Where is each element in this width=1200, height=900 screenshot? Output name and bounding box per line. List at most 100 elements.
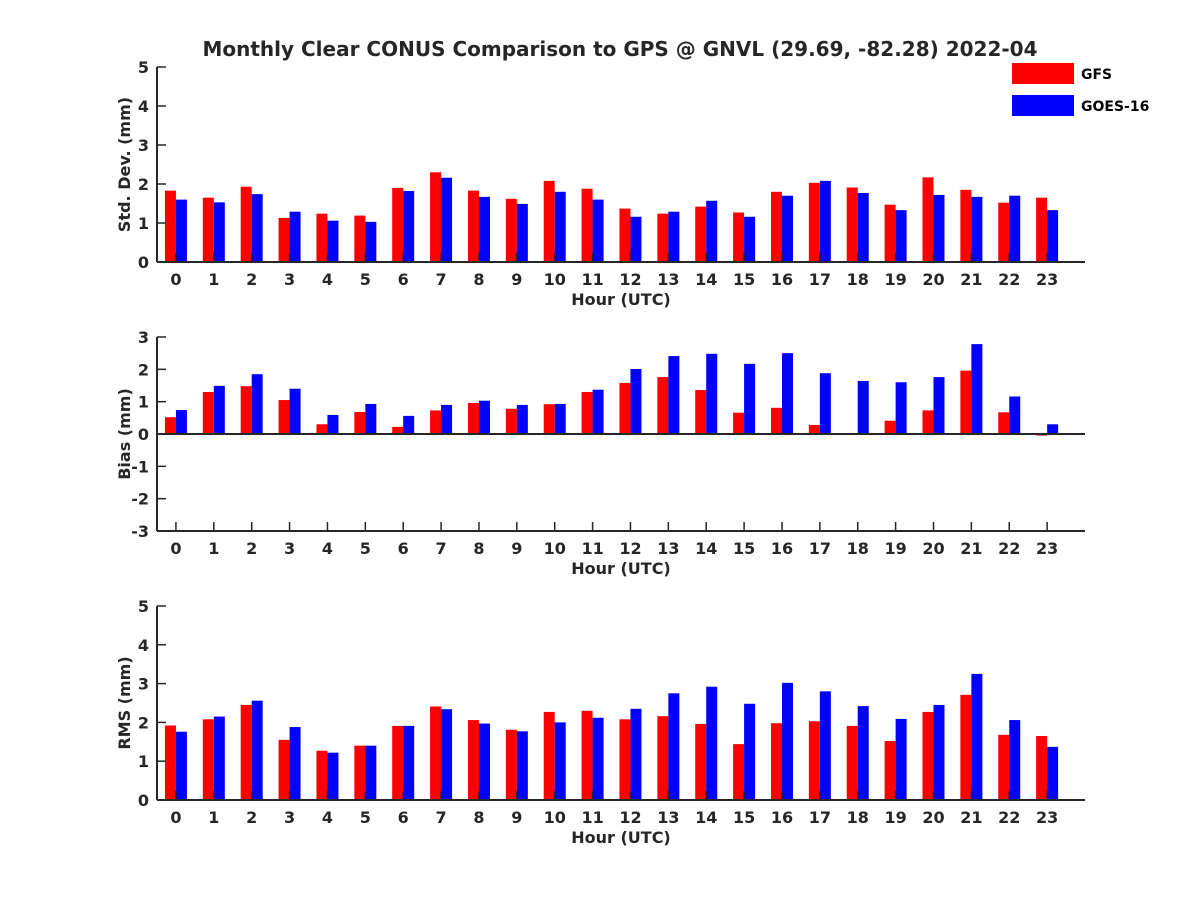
std-dev-x-tick-label: 1 xyxy=(208,270,219,289)
rms-x-tick-label: 13 xyxy=(657,808,679,827)
bias-y-tick-label: 1 xyxy=(138,393,149,412)
std-dev-bar-gfs-2 xyxy=(240,186,252,262)
bias-x-tick-label: 6 xyxy=(398,539,409,558)
bias-bar-goes16-1 xyxy=(213,385,225,434)
rms-y-tick-label: 0 xyxy=(138,791,149,810)
bias-y-tick-label: 2 xyxy=(138,360,149,379)
bias-bar-goes16-22 xyxy=(1009,396,1021,434)
std-dev-x-tick-label: 6 xyxy=(398,270,409,289)
std-dev-x-tick-label: 5 xyxy=(360,270,371,289)
rms-bar-gfs-14 xyxy=(695,723,707,800)
legend-label-gfs: GFS xyxy=(1081,67,1112,83)
std-dev-y-tick-label: 0 xyxy=(138,253,149,272)
bias-x-tick-label: 10 xyxy=(544,539,566,558)
std-dev-y-tick-label: 3 xyxy=(138,136,149,155)
rms-x-tick-label: 9 xyxy=(511,808,522,827)
rms-bar-goes16-23 xyxy=(1047,746,1059,800)
rms-bar-gfs-12 xyxy=(619,719,631,800)
rms-bar-gfs-10 xyxy=(543,711,555,800)
bias-x-tick-label: 1 xyxy=(208,539,219,558)
std-dev-bar-gfs-0 xyxy=(164,190,176,262)
rms-bar-gfs-22 xyxy=(998,734,1010,800)
rms-bar-goes16-17 xyxy=(819,691,831,800)
std-dev-bar-goes16-2 xyxy=(251,194,263,262)
rms-bar-gfs-21 xyxy=(960,694,972,800)
rms-bar-gfs-3 xyxy=(278,739,290,800)
rms-x-tick-label: 1 xyxy=(208,808,219,827)
bias-x-tick-label: 22 xyxy=(998,539,1020,558)
std-dev-bar-goes16-10 xyxy=(554,191,566,262)
rms-y-axis-label: RMS (mm) xyxy=(115,656,134,749)
bias-bar-gfs-16 xyxy=(770,407,782,434)
rms-x-axis-label: Hour (UTC) xyxy=(571,828,671,847)
rms-x-tick-label: 11 xyxy=(581,808,603,827)
bias-bar-gfs-7 xyxy=(430,410,442,434)
std-dev-x-tick-label: 3 xyxy=(284,270,295,289)
rms-bar-goes16-18 xyxy=(857,706,869,800)
std-dev-bar-goes16-18 xyxy=(857,192,869,262)
bias-x-axis-label: Hour (UTC) xyxy=(571,559,671,578)
bias-bar-gfs-13 xyxy=(657,377,669,434)
std-dev-bar-goes16-16 xyxy=(781,195,793,262)
bias-x-tick-label: 19 xyxy=(884,539,906,558)
bias-bar-gfs-20 xyxy=(922,410,934,434)
rms-x-tick-label: 6 xyxy=(398,808,409,827)
std-dev-x-tick-label: 2 xyxy=(246,270,257,289)
bias-bar-goes16-5 xyxy=(365,403,377,434)
std-dev-x-tick-label: 12 xyxy=(619,270,641,289)
rms-x-tick-label: 19 xyxy=(884,808,906,827)
rms-x-tick-label: 23 xyxy=(1036,808,1058,827)
std-dev-bar-gfs-16 xyxy=(770,191,782,262)
rms-y-tick-label: 4 xyxy=(138,636,149,655)
std-dev-x-tick-label: 22 xyxy=(998,270,1020,289)
bias-x-tick-label: 4 xyxy=(322,539,333,558)
std-dev-bar-gfs-23 xyxy=(1036,197,1048,262)
legend-swatch-gfs xyxy=(1012,63,1074,84)
std-dev-bar-goes16-15 xyxy=(744,216,756,262)
std-dev-bar-gfs-5 xyxy=(354,215,366,262)
bias-bar-gfs-4 xyxy=(316,424,328,434)
rms-x-tick-label: 10 xyxy=(544,808,566,827)
bias-y-tick-label: -3 xyxy=(131,522,149,541)
bias-y-tick-label: -1 xyxy=(131,457,149,476)
std-dev-bar-goes16-1 xyxy=(213,202,225,262)
bias-bar-goes16-19 xyxy=(895,382,907,434)
std-dev-x-tick-label: 8 xyxy=(473,270,484,289)
rms-bar-gfs-6 xyxy=(392,725,404,800)
std-dev-x-tick-label: 23 xyxy=(1036,270,1058,289)
bias-bar-goes16-15 xyxy=(744,363,756,434)
bias-bar-gfs-14 xyxy=(695,390,707,434)
std-dev-bar-goes16-7 xyxy=(441,177,453,262)
std-dev-x-tick-label: 19 xyxy=(884,270,906,289)
rms-x-tick-label: 16 xyxy=(771,808,793,827)
bias-bar-gfs-10 xyxy=(543,404,555,434)
bias-x-tick-label: 20 xyxy=(922,539,944,558)
rms-y-tick-label: 2 xyxy=(138,713,149,732)
std-dev-x-axis-label: Hour (UTC) xyxy=(571,290,671,309)
bias-x-tick-label: 7 xyxy=(436,539,447,558)
rms-bar-gfs-23 xyxy=(1036,735,1048,800)
rms-y-tick-label: 5 xyxy=(138,597,149,616)
bias-y-axis-label: Bias (mm) xyxy=(115,388,134,480)
rms-bar-goes16-2 xyxy=(251,700,263,800)
std-dev-y-tick-label: 2 xyxy=(138,175,149,194)
std-dev-bar-goes16-11 xyxy=(592,199,604,262)
bias-bar-gfs-5 xyxy=(354,412,366,434)
bias-bar-goes16-13 xyxy=(668,356,680,434)
legend-label-goes16: GOES-16 xyxy=(1081,99,1149,115)
rms-bar-gfs-4 xyxy=(316,750,328,800)
rms-bar-gfs-18 xyxy=(846,725,858,800)
std-dev-bar-goes16-3 xyxy=(289,211,301,262)
rms-x-tick-label: 0 xyxy=(170,808,181,827)
std-dev-bar-gfs-9 xyxy=(505,198,517,262)
bias-x-tick-label: 13 xyxy=(657,539,679,558)
bias-bar-goes16-3 xyxy=(289,388,301,434)
bias-y-tick-label: 0 xyxy=(138,425,149,444)
rms-bar-goes16-19 xyxy=(895,718,907,800)
std-dev-bar-goes16-17 xyxy=(819,180,831,262)
std-dev-bar-goes16-4 xyxy=(327,220,339,262)
std-dev-bar-gfs-18 xyxy=(846,187,858,262)
std-dev-x-tick-label: 9 xyxy=(511,270,522,289)
rms-bar-goes16-21 xyxy=(971,673,983,800)
